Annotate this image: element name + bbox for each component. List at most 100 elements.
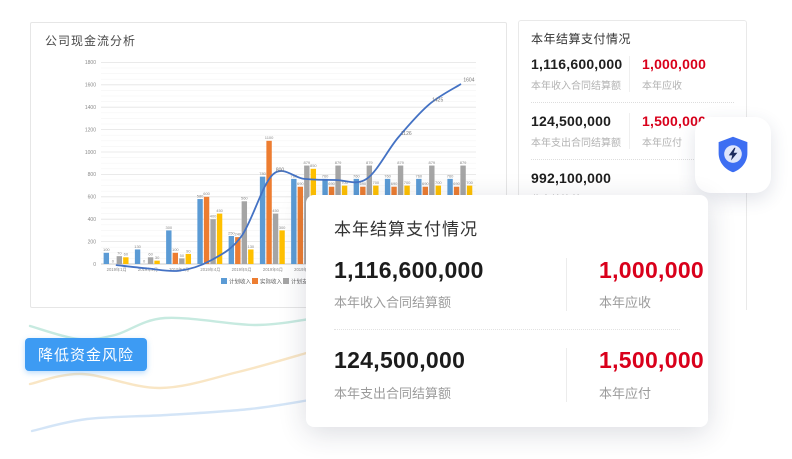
- income-settlement-value: 1,116,600,000: [531, 56, 623, 72]
- svg-text:560: 560: [241, 196, 248, 201]
- svg-text:1000: 1000: [85, 150, 96, 156]
- svg-text:100: 100: [103, 247, 110, 252]
- svg-text:2019年4月: 2019年4月: [200, 266, 220, 273]
- popup-income-settlement-value: 1,116,600,000: [334, 257, 484, 283]
- svg-text:879: 879: [366, 160, 373, 165]
- popup-expense-settlement-value: 124,500,000: [334, 347, 466, 374]
- svg-text:250: 250: [228, 230, 235, 235]
- svg-text:2019年1月: 2019年1月: [107, 266, 127, 273]
- settlement-popup-card: 本年结算支付情况 1,116,600,000 本年收入合同结算额 1,000,0…: [306, 195, 708, 427]
- security-shield-lightning-icon: [718, 136, 748, 173]
- svg-text:90: 90: [186, 248, 191, 253]
- svg-text:2019年2月: 2019年2月: [138, 266, 158, 273]
- security-shield-card[interactable]: [695, 117, 771, 193]
- panel-title: 本年结算支付情况: [531, 32, 632, 46]
- svg-text:690: 690: [453, 181, 460, 186]
- popup-row-expense: 124,500,000 本年支出合同结算额 1,500,000 本年应付: [334, 347, 704, 402]
- svg-text:240: 240: [234, 232, 241, 237]
- svg-text:700: 700: [372, 180, 379, 185]
- income-settlement-label: 本年收入合同结算额: [531, 81, 621, 93]
- cashflow-chart-card: 200 400 600 800 1000 1200 1400 1600 1800 0 100 130 3…: [30, 22, 507, 308]
- svg-text:879: 879: [397, 160, 404, 165]
- svg-text:200: 200: [88, 239, 97, 245]
- svg-text:600: 600: [203, 191, 210, 196]
- svg-text:690: 690: [391, 181, 398, 186]
- svg-text:2019年6月: 2019年6月: [263, 266, 283, 273]
- svg-text:1604: 1604: [463, 77, 474, 83]
- svg-text:130: 130: [247, 244, 254, 249]
- svg-text:1800: 1800: [85, 60, 96, 66]
- svg-text:760: 760: [415, 173, 422, 178]
- reduce-capital-risk-badge: 降低资金风险: [25, 338, 148, 371]
- svg-text:2019年7月: 2019年7月: [294, 266, 314, 273]
- popup-title: 本年结算支付情况: [334, 220, 478, 239]
- popup-payable-value: 1,500,000: [599, 347, 705, 374]
- svg-text:690: 690: [359, 181, 366, 186]
- svg-text:0: 0: [93, 262, 96, 268]
- balance-value: 992,100,000: [531, 170, 612, 187]
- receivable-label: 本年应收: [642, 81, 682, 93]
- svg-text:580: 580: [197, 193, 204, 198]
- svg-text:50: 50: [180, 253, 185, 258]
- svg-text:0: 0: [112, 258, 115, 263]
- svg-text:800: 800: [88, 172, 97, 178]
- svg-text:400: 400: [210, 214, 217, 219]
- svg-text:700: 700: [466, 180, 473, 185]
- popup-receivable-label: 本年应收: [599, 295, 652, 311]
- popup-expense-settlement-label: 本年支出合同结算额: [334, 385, 452, 401]
- svg-text:1400: 1400: [85, 105, 96, 111]
- svg-text:1600: 1600: [85, 83, 96, 89]
- svg-text:700: 700: [404, 180, 411, 185]
- svg-text:实际收入: 实际收入: [260, 278, 283, 286]
- dotted-divider: [334, 329, 680, 331]
- dotted-divider: [531, 102, 734, 104]
- svg-text:450: 450: [216, 208, 223, 213]
- svg-text:0: 0: [143, 258, 146, 263]
- popup-receivable-value: 1,000,000: [599, 257, 705, 283]
- svg-text:1100: 1100: [265, 135, 274, 140]
- svg-text:600: 600: [88, 195, 97, 201]
- svg-text:700: 700: [435, 180, 442, 185]
- svg-text:450: 450: [272, 208, 279, 213]
- svg-text:760: 760: [353, 173, 360, 178]
- svg-text:2019年5月: 2019年5月: [232, 266, 252, 273]
- svg-text:879: 879: [335, 160, 342, 165]
- svg-text:70: 70: [117, 251, 122, 256]
- svg-text:879: 879: [428, 160, 435, 165]
- dotted-divider: [531, 159, 734, 161]
- svg-text:690: 690: [328, 181, 335, 186]
- svg-text:700: 700: [341, 180, 348, 185]
- svg-text:800: 800: [276, 167, 285, 173]
- svg-text:300: 300: [279, 225, 286, 230]
- svg-text:1200: 1200: [85, 127, 96, 133]
- expense-settlement-value: 124,500,000: [531, 113, 612, 130]
- svg-text:60: 60: [124, 252, 129, 257]
- payable-value: 1,500,000: [642, 113, 707, 130]
- svg-text:计划收入: 计划收入: [229, 278, 252, 286]
- popup-income-settlement-label: 本年收入合同结算额: [334, 295, 452, 311]
- svg-text:850: 850: [310, 163, 317, 168]
- svg-text:780: 780: [259, 171, 266, 176]
- svg-text:760: 760: [447, 173, 454, 178]
- svg-text:计划支出: 计划支出: [291, 278, 313, 286]
- svg-text:879: 879: [303, 160, 310, 165]
- svg-text:760: 760: [322, 173, 329, 178]
- popup-row-income: 1,116,600,000 本年收入合同结算额 1,000,000 本年应收: [334, 257, 704, 312]
- payable-label: 本年应付: [642, 138, 682, 150]
- svg-text:760: 760: [384, 173, 391, 178]
- svg-text:2019年3月: 2019年3月: [169, 266, 189, 273]
- panel-row-expense: 124,500,000 本年支出合同结算额 1,500,000 本年应付: [531, 113, 734, 150]
- receivable-value: 1,000,000: [642, 56, 707, 72]
- svg-text:130: 130: [134, 244, 141, 249]
- svg-text:100: 100: [172, 247, 179, 252]
- svg-text:690: 690: [297, 181, 304, 186]
- panel-row-income: 1,116,600,000 本年收入合同结算额 1,000,000 本年应收: [531, 56, 734, 93]
- popup-payable-label: 本年应付: [599, 385, 652, 401]
- svg-text:690: 690: [422, 181, 429, 186]
- chart-title: 公司现金流分析: [45, 34, 137, 48]
- svg-text:879: 879: [460, 160, 467, 165]
- expense-settlement-label: 本年支出合同结算额: [531, 138, 621, 150]
- svg-text:30: 30: [155, 255, 160, 260]
- svg-text:1126: 1126: [401, 131, 412, 137]
- svg-text:1425: 1425: [432, 97, 443, 103]
